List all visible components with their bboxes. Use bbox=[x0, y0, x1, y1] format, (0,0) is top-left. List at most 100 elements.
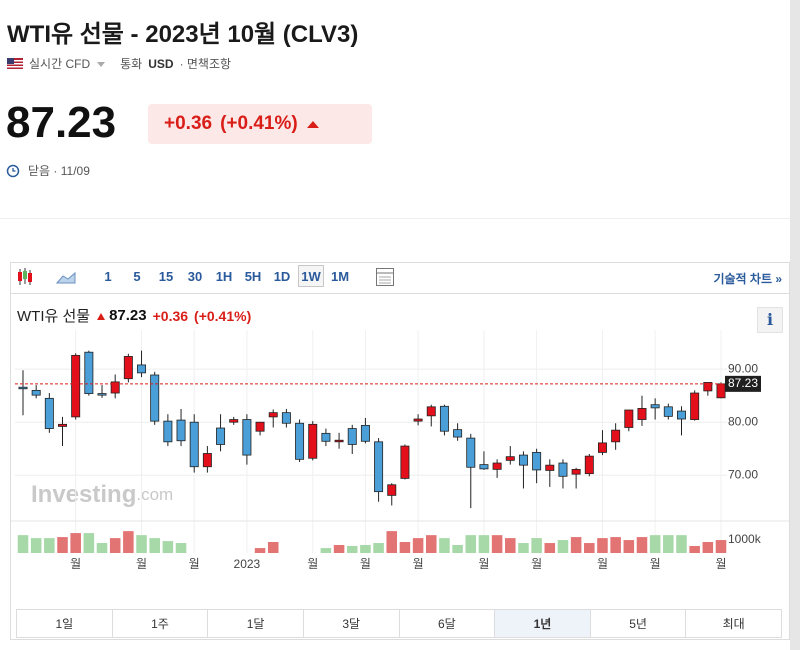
x-tick-label: 월 bbox=[70, 557, 81, 571]
volume-bar bbox=[109, 538, 121, 553]
volume-bar bbox=[412, 538, 424, 553]
y-tick-label: 70.00 bbox=[728, 467, 758, 481]
volume-bar bbox=[136, 535, 147, 553]
range-button[interactable]: 최대 bbox=[722, 617, 745, 631]
volume-bar bbox=[149, 538, 160, 553]
candle-body bbox=[84, 351, 94, 394]
candle-body bbox=[413, 418, 423, 422]
x-tick-label: 월 bbox=[136, 557, 147, 571]
x-tick-label: 월 bbox=[715, 557, 726, 571]
range-button[interactable]: 6달 bbox=[400, 610, 496, 637]
volume-bar bbox=[491, 535, 503, 553]
x-tick-label: 월 bbox=[307, 557, 318, 571]
page-title: WTI유 선물 - 2023년 10월 (CLV3) bbox=[7, 21, 359, 48]
candle-icon[interactable] bbox=[18, 268, 32, 285]
range-button[interactable]: 3달 bbox=[304, 610, 400, 637]
volume-bar bbox=[425, 535, 437, 553]
interval-button[interactable]: 1D bbox=[273, 268, 291, 284]
separator bbox=[0, 218, 790, 219]
candle-body bbox=[123, 356, 133, 380]
interval-button[interactable]: 1H bbox=[215, 268, 233, 284]
interval-button[interactable]: 1M bbox=[330, 268, 350, 284]
interval-button[interactable]: 15 bbox=[158, 268, 174, 284]
status: 닫음 · 11/09 bbox=[28, 164, 90, 178]
candle-body bbox=[532, 452, 542, 471]
area-icon[interactable] bbox=[55, 271, 76, 284]
volume-bar bbox=[254, 548, 266, 553]
volume-bar bbox=[30, 538, 42, 553]
candle-body bbox=[426, 406, 436, 417]
volume-bar bbox=[557, 540, 569, 553]
watermark-part: .com bbox=[136, 485, 173, 504]
candle-body bbox=[347, 428, 357, 445]
x-tick-label: 월 bbox=[360, 557, 371, 571]
candle-body bbox=[611, 429, 621, 443]
volume-bar bbox=[465, 535, 477, 553]
volume-bar bbox=[360, 544, 371, 553]
disclaimer[interactable]: · 면책조항 bbox=[179, 57, 232, 71]
range-buttons: 1일 1주 1달 3달 6달 1년 5년 최대 bbox=[16, 609, 782, 638]
candle-body bbox=[321, 432, 331, 442]
x-tick-label: 월 bbox=[413, 557, 424, 571]
chart-box bbox=[10, 262, 790, 640]
interval-button[interactable]: 5H bbox=[244, 268, 262, 284]
candle-body bbox=[453, 429, 463, 438]
y-tick-label: 80.00 bbox=[728, 414, 758, 428]
technical-chart-link[interactable]: 기술적 차트 » bbox=[713, 272, 782, 286]
toolbar bbox=[11, 263, 789, 294]
candle-body bbox=[558, 462, 568, 477]
volume-bar bbox=[175, 543, 187, 553]
range-button[interactable]: 1달 bbox=[208, 610, 304, 637]
volume-bar bbox=[17, 535, 29, 553]
currency: USD bbox=[148, 56, 174, 71]
change: +0.36 bbox=[164, 113, 213, 134]
candle-body bbox=[439, 405, 449, 432]
candle-body bbox=[374, 441, 384, 493]
candle-body bbox=[44, 397, 54, 429]
volume-bar bbox=[267, 542, 279, 553]
volume-bar bbox=[162, 541, 174, 553]
interval-button[interactable]: 5 bbox=[133, 268, 141, 284]
candle-body bbox=[400, 445, 410, 479]
volume-bar bbox=[57, 537, 68, 553]
volume-bar bbox=[452, 544, 463, 553]
interval-button[interactable]: 1 bbox=[104, 268, 112, 284]
candle-body bbox=[597, 442, 607, 453]
candle-body bbox=[189, 421, 199, 468]
interval-button[interactable]: 1W bbox=[298, 265, 324, 287]
volume-bar bbox=[676, 535, 687, 553]
candle-body bbox=[360, 424, 370, 442]
x-tick-label: 월 bbox=[478, 557, 489, 571]
candle-body bbox=[637, 408, 647, 420]
source[interactable]: 실시간 CFD bbox=[29, 57, 91, 71]
range-button[interactable]: 1주 bbox=[113, 610, 209, 637]
up-arrow bbox=[97, 312, 106, 320]
candle-body bbox=[334, 439, 344, 443]
candle-body bbox=[518, 454, 528, 466]
chart-header: WTI유 선물 87.23 +0.36 (+0.41%) bbox=[17, 305, 251, 326]
candle-body bbox=[202, 453, 212, 468]
range-button[interactable]: 1일 bbox=[17, 610, 113, 637]
currency-label: 통화 bbox=[120, 57, 143, 71]
last-price-box bbox=[725, 375, 761, 392]
table-icon[interactable] bbox=[375, 267, 395, 287]
info-button[interactable]: i bbox=[757, 307, 783, 333]
candle-body bbox=[229, 419, 239, 423]
price: 87.23 bbox=[6, 98, 117, 147]
toolbar-icons[interactable] bbox=[11, 263, 91, 293]
up-arrow bbox=[306, 121, 319, 128]
candle-body bbox=[703, 382, 713, 392]
subline: 실시간 CFD 통화 USD · 면책조항 bbox=[7, 55, 231, 72]
volume-bar bbox=[96, 543, 108, 553]
candle-body bbox=[31, 389, 41, 396]
candle-body bbox=[479, 464, 489, 470]
interval-button[interactable]: 30 bbox=[187, 268, 203, 284]
x-tick-label: 월 bbox=[189, 557, 200, 571]
volume-bar bbox=[333, 544, 345, 553]
range-button[interactable]: 5년 bbox=[591, 610, 687, 637]
range-button[interactable]: 1년 bbox=[495, 610, 591, 637]
candle-body bbox=[545, 464, 555, 471]
candle-body bbox=[216, 427, 226, 445]
